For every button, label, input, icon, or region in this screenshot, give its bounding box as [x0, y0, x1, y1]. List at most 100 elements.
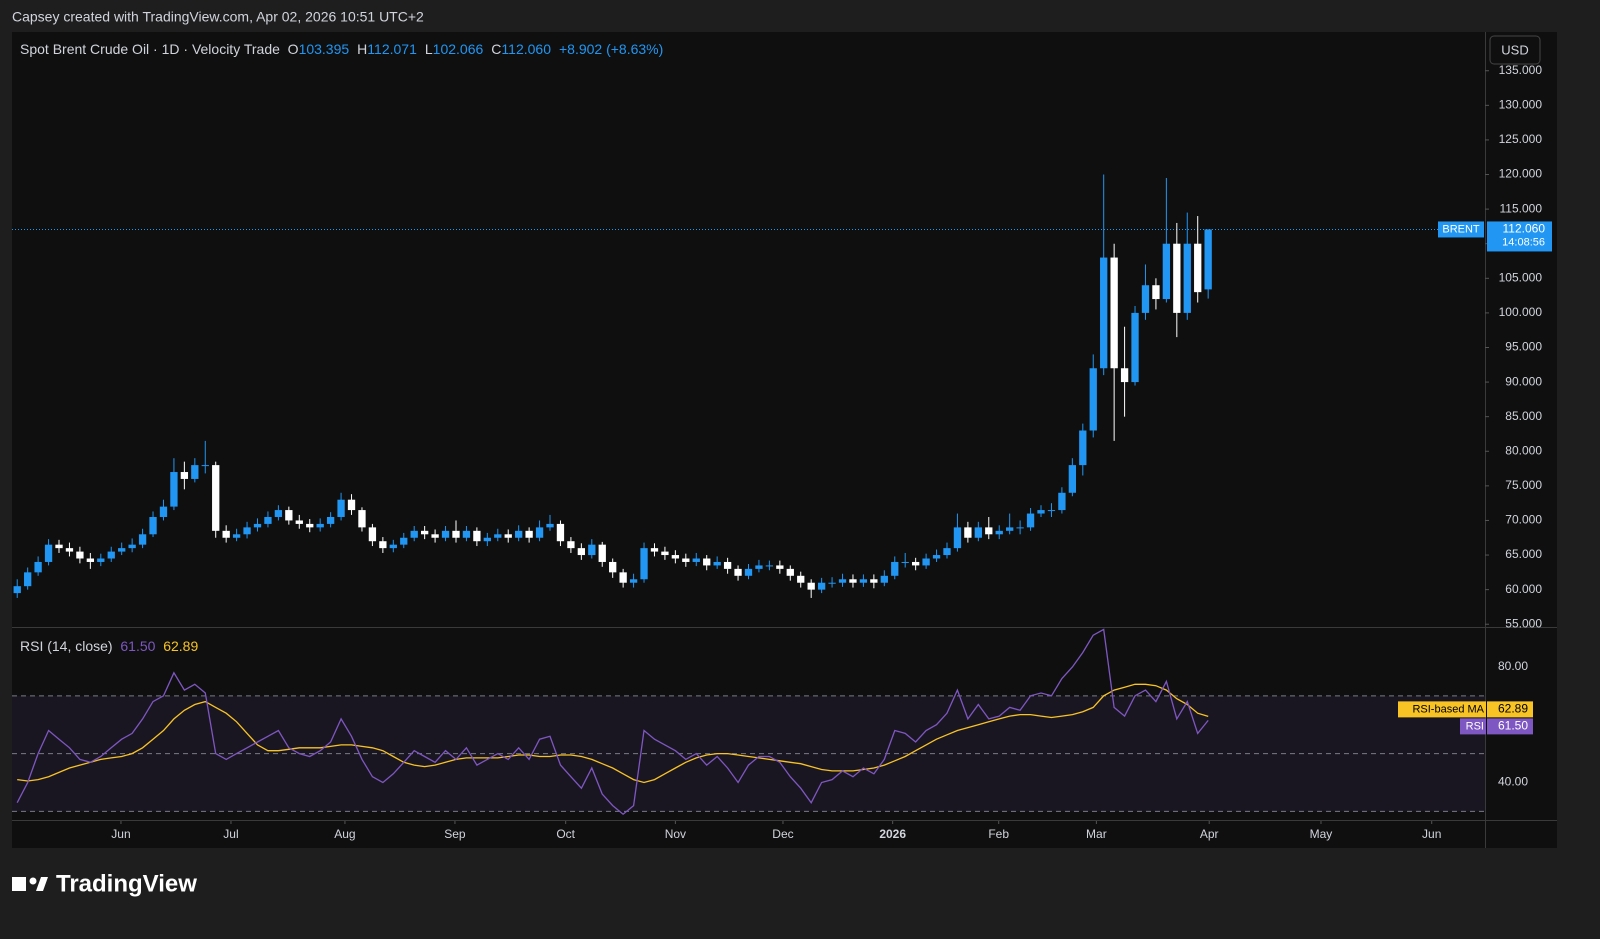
logo — [12, 877, 48, 891]
candle-body — [34, 561, 42, 573]
candle-body — [128, 544, 136, 549]
candle-body — [629, 579, 638, 583]
candle-body — [744, 568, 753, 576]
candle-body — [316, 523, 324, 528]
candle-body — [118, 548, 126, 552]
credit: Capsey created with TradingView.com, Apr… — [12, 9, 424, 25]
value-tag-label: 62.89 — [1498, 702, 1528, 716]
candle-body — [943, 548, 951, 556]
l: L — [424, 41, 433, 57]
candle-body — [1068, 465, 1077, 493]
x-tick-label: Sep — [444, 827, 466, 841]
currency[interactable]: USD — [1501, 42, 1528, 57]
x-tick-label: Oct — [556, 827, 575, 841]
symbol-tag — [1438, 221, 1484, 238]
candle-body — [535, 527, 544, 538]
currency-button[interactable] — [1489, 35, 1541, 65]
candle-body — [891, 561, 899, 576]
candle-body — [337, 499, 345, 517]
candle-body — [974, 527, 982, 538]
price-label: 112.060 — [1503, 222, 1546, 236]
y-tick-label: 70.000 — [1505, 513, 1542, 527]
candle-body — [1079, 430, 1087, 466]
price-tag — [1487, 221, 1552, 252]
name-tag — [1398, 701, 1486, 718]
candle-body — [964, 527, 972, 538]
candle-body — [201, 465, 209, 467]
candle-body — [734, 568, 742, 576]
y-tick-label: 60.000 — [1505, 582, 1542, 596]
y-tick-label: 130.000 — [1499, 98, 1543, 112]
candle-body — [650, 548, 659, 552]
candle-body — [880, 575, 888, 583]
candle-body — [755, 565, 763, 569]
x-tick-label: Apr — [1200, 827, 1219, 841]
candle-body — [567, 541, 575, 549]
candle-body — [170, 472, 178, 507]
candle-body — [1131, 312, 1139, 383]
candle-body — [253, 523, 262, 528]
candle-body — [682, 558, 690, 562]
candle-body — [232, 534, 241, 538]
candle-body — [703, 558, 711, 566]
candle-body — [97, 558, 105, 562]
candle-body — [1194, 243, 1202, 293]
value-tag-label: 61.50 — [1498, 719, 1528, 733]
y-tick-label: 120.000 — [1499, 167, 1543, 181]
candle-body — [911, 561, 920, 566]
candle-body — [577, 548, 586, 556]
c: C — [491, 41, 502, 57]
candle-body — [1120, 368, 1129, 383]
title: Spot Brent Crude Oil · 1D · Velocity Tra… — [20, 41, 280, 57]
candle-body — [1110, 257, 1118, 369]
candle-body — [995, 530, 1003, 535]
candle-body — [609, 561, 617, 573]
candle-body — [504, 534, 512, 538]
rsi-line — [16, 628, 1209, 816]
candle-body — [107, 551, 115, 559]
x-tick-label: Jun — [111, 827, 130, 841]
candle-body — [55, 544, 63, 549]
candle-body — [180, 472, 189, 479]
candle-body — [922, 558, 930, 566]
candle-body — [462, 530, 471, 538]
candle-body — [13, 586, 21, 594]
candle-body — [1173, 243, 1181, 313]
low: 102.066 — [432, 41, 484, 57]
name-tag — [1460, 718, 1486, 735]
candle-body — [243, 527, 251, 535]
candle-body — [640, 548, 648, 580]
candle-body — [295, 520, 303, 524]
candle-body — [400, 537, 408, 545]
candle-body — [786, 568, 794, 576]
candle-body — [797, 575, 805, 583]
x-tick-label: Jul — [223, 827, 238, 841]
name-tag-label: RSI-based MA — [1412, 703, 1484, 715]
candle-body — [776, 565, 784, 569]
candle-body — [326, 516, 335, 524]
x-tick-label: May — [1310, 827, 1333, 841]
candle-body — [1016, 527, 1024, 529]
candle-body — [870, 579, 878, 583]
countdown: 14:08:56 — [1502, 236, 1545, 248]
candle-body — [379, 541, 387, 549]
candle-body — [452, 530, 460, 538]
x-tick-label: Nov — [665, 827, 686, 841]
candle-body — [368, 527, 377, 542]
name-tag-label: RSI — [1466, 720, 1484, 732]
candle-body — [671, 555, 680, 559]
high: 112.071 — [367, 41, 417, 57]
x-tick-label: Dec — [772, 827, 793, 841]
candle-body — [264, 516, 272, 524]
x-tick-label: Feb — [988, 827, 1009, 841]
open: 103.395 — [298, 41, 350, 57]
candle-body — [985, 527, 993, 535]
y-tick-label: 135.000 — [1499, 63, 1543, 77]
candle-body — [159, 506, 168, 517]
symbol-label: BRENT — [1442, 223, 1480, 235]
h: H — [357, 41, 368, 57]
candle-body — [86, 558, 95, 562]
y-tick-label: 80.000 — [1505, 443, 1542, 457]
candle-body — [525, 530, 533, 538]
y-tick-label: 85.000 — [1505, 409, 1542, 423]
